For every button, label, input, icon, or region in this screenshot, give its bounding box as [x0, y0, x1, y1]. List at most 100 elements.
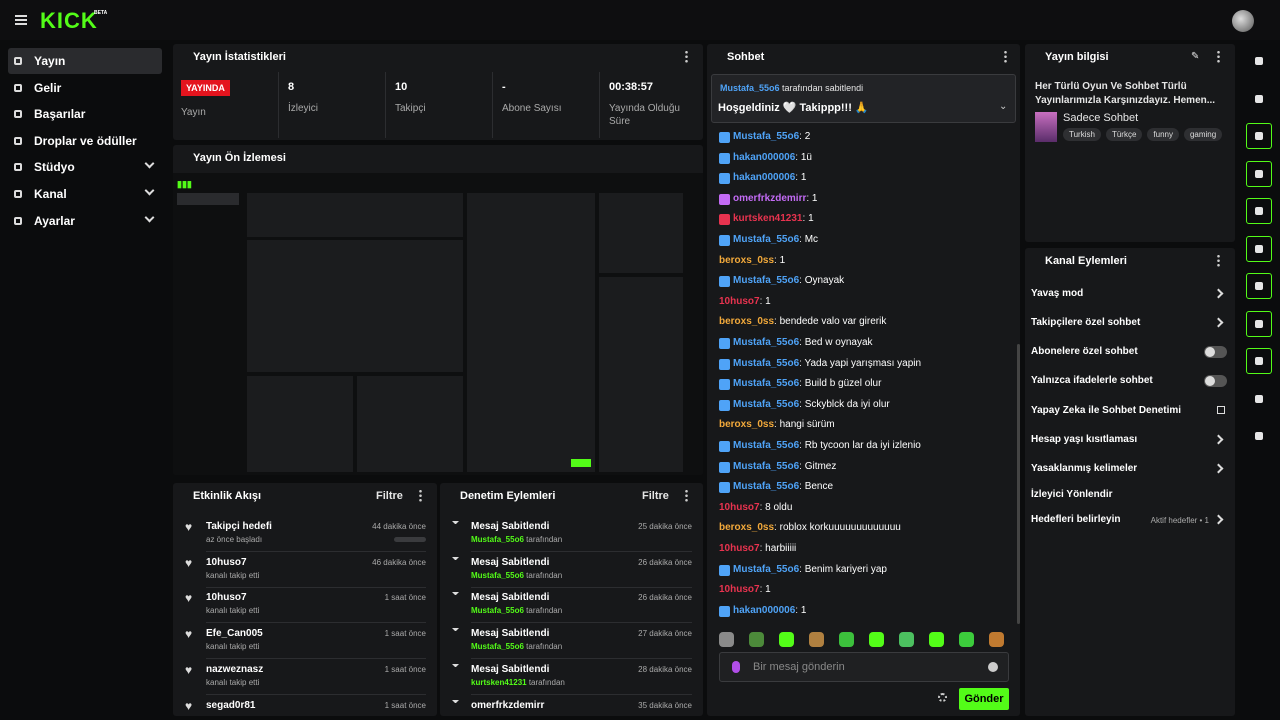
username[interactable]: Mustafa_55o6: [733, 234, 800, 245]
preview-box: [247, 193, 463, 237]
expand[interactable]: ⌄: [999, 101, 1008, 112]
username[interactable]: Mustafa_55o6: [733, 563, 800, 575]
username[interactable]: Mustafa_55o6: [733, 481, 800, 493]
user-badge: [719, 276, 730, 288]
moderator: Mustafa_55o6: [471, 570, 524, 580]
action-row[interactable]: Yapay Zeka ile Sohbet Denetimi: [1025, 403, 1235, 421]
username[interactable]: 10huso7: [719, 584, 760, 596]
emote[interactable]: [899, 632, 914, 647]
avatar[interactable]: [1232, 10, 1254, 32]
divider: [599, 72, 600, 138]
preview-panel: Yayın Ön İzlemesi ▮▮▮: [173, 145, 703, 475]
action-row[interactable]: İzleyici Yönlendir: [1025, 487, 1235, 505]
username[interactable]: 10huso7: [719, 501, 760, 513]
nav-item[interactable]: Yayın: [8, 48, 162, 74]
activity-detail: kanalı takip etti: [206, 677, 260, 687]
emote[interactable]: [809, 632, 824, 647]
nav-item[interactable]: Stüdyo: [8, 154, 162, 180]
logo[interactable]: KICK: [40, 8, 98, 33]
menu[interactable]: [685, 50, 688, 63]
nav-item[interactable]: Başarılar: [8, 101, 162, 127]
username[interactable]: Mustafa_55o6: [733, 398, 800, 410]
pinned-user: Mustafa_55o6: [720, 83, 780, 93]
tag[interactable]: funny: [1147, 128, 1179, 141]
settings-icon[interactable]: [938, 693, 947, 702]
rail-icon: [1255, 207, 1263, 215]
filter-button[interactable]: Filtre: [376, 490, 403, 502]
action-row[interactable]: Hedefleri belirleyin Aktif hedefler • 1: [1025, 512, 1235, 530]
scrollbar: [1017, 344, 1020, 624]
emoji-button[interactable]: [988, 662, 998, 672]
nav-item[interactable]: Ayarlar: [8, 208, 162, 234]
username[interactable]: kurtsken41231: [733, 213, 803, 225]
username[interactable]: 10huso7: [719, 543, 760, 554]
chat-input[interactable]: Bir mesaj gönderin: [719, 652, 1009, 682]
nav-item[interactable]: Kanal: [8, 181, 162, 207]
message-line: Mustafa_55o6: Gitmez: [733, 461, 836, 472]
username[interactable]: Mustafa_55o6: [733, 275, 800, 287]
tag[interactable]: Turkish: [1063, 128, 1101, 141]
emote[interactable]: [839, 632, 854, 647]
moderation-time: 35 dakika önce: [638, 700, 692, 710]
action-row[interactable]: Takipçilere özel sohbet: [1025, 315, 1235, 333]
separator: :: [799, 481, 805, 493]
username[interactable]: Mustafa_55o6: [733, 378, 800, 390]
action-row[interactable]: Yasaklanmış kelimeler: [1025, 461, 1235, 479]
username[interactable]: Mustafa_55o6: [733, 337, 800, 348]
action-row[interactable]: Abonelere özel sohbet: [1025, 344, 1235, 362]
action-row[interactable]: Hesap yaşı kısıtlaması: [1025, 432, 1235, 450]
rail-button[interactable]: [1246, 348, 1272, 374]
rail-button[interactable]: [1246, 160, 1272, 187]
username[interactable]: beroxs_0ss: [719, 254, 775, 266]
emote[interactable]: [779, 632, 794, 647]
username[interactable]: hakan000006: [733, 604, 796, 616]
rail-button[interactable]: [1246, 123, 1272, 149]
username[interactable]: Mustafa_55o6: [733, 131, 800, 142]
username[interactable]: Mustafa_55o6: [733, 460, 800, 472]
emote[interactable]: [719, 632, 734, 647]
action-row[interactable]: Yavaş mod: [1025, 286, 1235, 304]
username[interactable]: Mustafa_55o6: [733, 440, 800, 451]
menu[interactable]: [1217, 254, 1220, 267]
moderation-by: kurtsken41231 tarafından: [471, 678, 565, 687]
emote[interactable]: [989, 632, 1004, 647]
stat-label: İzleyici: [288, 103, 319, 114]
menu[interactable]: [1004, 50, 1007, 63]
filter-button[interactable]: Filtre: [642, 490, 669, 502]
username[interactable]: hakan000006: [733, 172, 796, 184]
info-panel: Yayın bilgisi ✎ Her Türlü Oyun Ve Sohbet…: [1025, 44, 1235, 242]
nav-item[interactable]: Droplar ve ödüller: [8, 128, 162, 154]
rail-button[interactable]: [1246, 235, 1272, 262]
tag[interactable]: Türkçe: [1105, 128, 1143, 141]
menu[interactable]: [419, 489, 422, 502]
tag[interactable]: gaming: [1183, 128, 1223, 141]
rail-button[interactable]: [1246, 198, 1272, 224]
menu[interactable]: [685, 489, 688, 502]
menu[interactable]: [1217, 50, 1220, 63]
heart-icon: ♥: [185, 662, 193, 677]
rail-button[interactable]: [1246, 273, 1272, 299]
username[interactable]: 10huso7: [719, 295, 760, 307]
rail-button[interactable]: [1246, 310, 1272, 337]
menu-button[interactable]: [15, 15, 27, 25]
progress-bar: [394, 537, 426, 542]
edit-icon[interactable]: ✎: [1191, 51, 1200, 62]
send-button[interactable]: Gönder: [959, 688, 1009, 710]
emote[interactable]: [749, 632, 764, 647]
chat-message: Mustafa_55o6: Yada yapi yarışması yapin: [719, 358, 1009, 374]
username[interactable]: omerfrkzdemirr: [733, 192, 807, 204]
username[interactable]: hakan000006: [733, 151, 796, 163]
action-row[interactable]: Yalnızca ifadelerle sohbet: [1025, 373, 1235, 391]
nav-item[interactable]: Gelir: [8, 75, 162, 101]
username[interactable]: beroxs_0ss: [719, 522, 775, 534]
message-line: 10huso7: 1: [719, 584, 771, 595]
user-badge: [719, 132, 730, 143]
username[interactable]: beroxs_0ss: [719, 419, 775, 431]
emote[interactable]: [929, 632, 944, 647]
emote[interactable]: [869, 632, 884, 647]
emote[interactable]: [959, 632, 974, 647]
username[interactable]: beroxs_0ss: [719, 316, 775, 328]
chevron: [144, 158, 155, 169]
username[interactable]: Mustafa_55o6: [733, 357, 800, 369]
